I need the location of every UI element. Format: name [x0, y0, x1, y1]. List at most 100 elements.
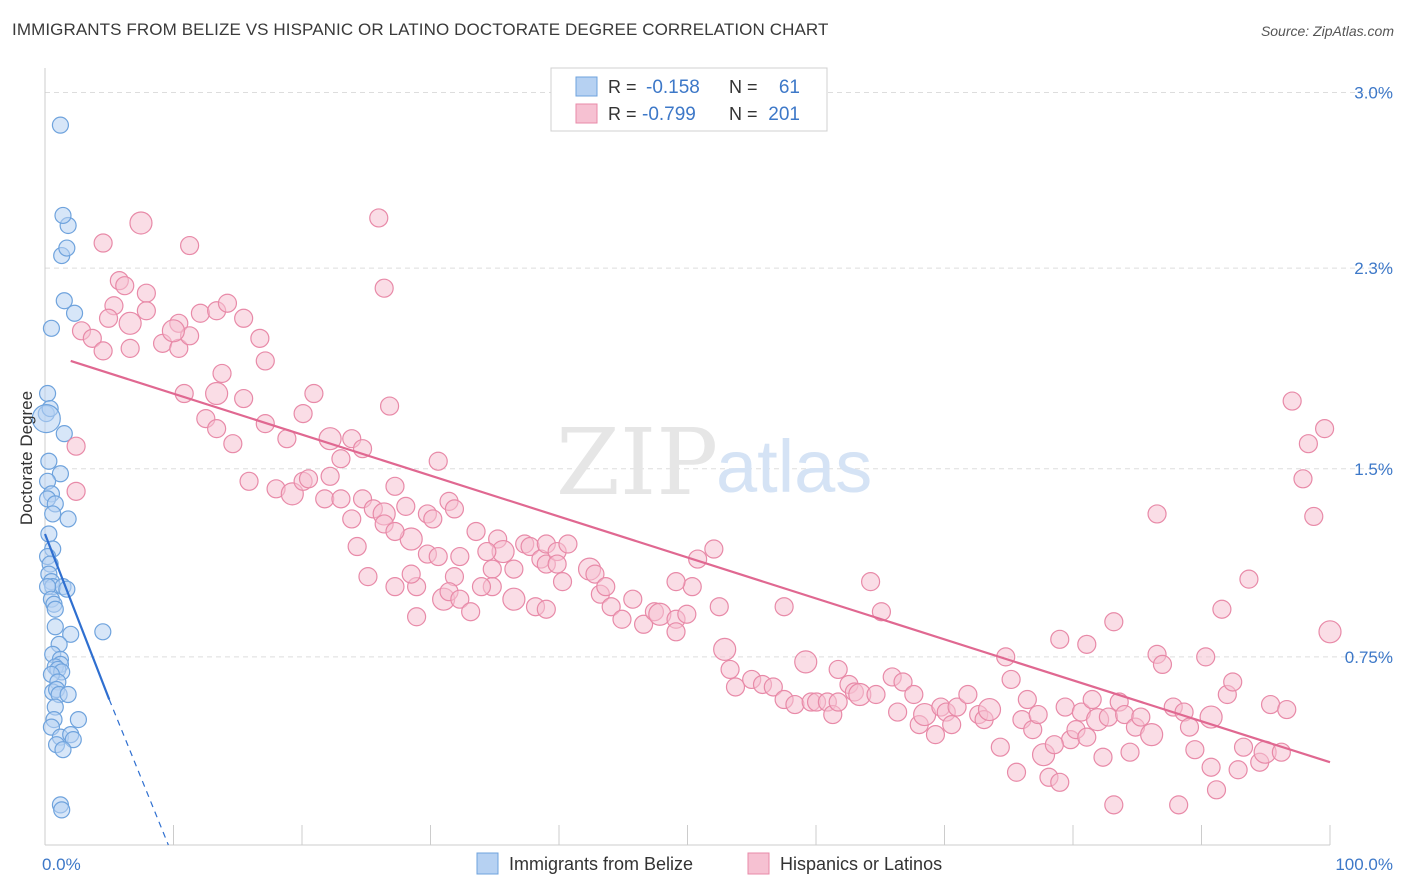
x-tick-labels: 0.0% 100.0%	[42, 855, 1393, 874]
hispanic-point	[217, 293, 238, 313]
hispanic-point	[688, 549, 708, 569]
hispanic-point	[331, 449, 351, 469]
hispanic-point	[136, 301, 156, 321]
hispanic-point	[888, 702, 908, 722]
hispanic-point	[1044, 735, 1064, 755]
hispanic-point	[293, 403, 313, 424]
y-tick-label: 3.0%	[1354, 84, 1393, 103]
hispanic-trend-line	[70, 359, 1331, 764]
belize-point	[51, 116, 70, 134]
hispanic-point	[385, 476, 405, 496]
hispanic-point	[428, 546, 448, 567]
hispanic-point	[444, 499, 465, 519]
hispanic-point	[118, 311, 142, 335]
hispanic-point	[93, 233, 113, 253]
legend-n-value: 61	[779, 77, 800, 98]
hispanic-point	[161, 319, 185, 343]
belize-point	[53, 801, 71, 819]
bottom-legend-label: Immigrants from Belize	[509, 854, 693, 874]
hispanic-point	[1228, 760, 1248, 780]
hispanic-point	[704, 539, 724, 559]
hispanic-point	[1318, 620, 1342, 644]
hispanic-point	[450, 589, 470, 609]
hispanic-point	[407, 607, 427, 627]
legend-r-value: -0.799	[642, 104, 696, 125]
hispanic-point	[298, 469, 319, 489]
hispanic-point	[860, 572, 881, 592]
grid-lines	[45, 92, 1392, 658]
hispanic-point	[234, 308, 254, 328]
hispanic-point	[1223, 672, 1243, 692]
legend-r-label: R =	[608, 77, 637, 97]
x-tick-label: 100.0%	[1335, 855, 1393, 874]
legend-n-label: N =	[729, 77, 758, 97]
hispanic-point	[1147, 504, 1167, 524]
legend: R = -0.158 N = 61 R = -0.799 N = 201	[550, 67, 828, 132]
hispanic-point	[1314, 419, 1335, 439]
legend-r-label: R =	[608, 104, 637, 124]
hispanic-point	[828, 659, 848, 680]
chart-title: IMMIGRANTS FROM BELIZE VS HISPANIC OR LA…	[12, 20, 829, 39]
hispanic-point	[1131, 707, 1151, 727]
hispanic-point	[255, 351, 275, 371]
legend-r-value: -0.158	[646, 77, 700, 98]
hispanic-point	[1206, 780, 1227, 800]
hispanic-point	[866, 684, 886, 705]
hispanic-point	[379, 396, 400, 416]
hispanic-point	[347, 536, 367, 557]
hispanic-point	[93, 341, 113, 361]
legend-swatch-blue	[575, 76, 598, 97]
hispanic-point	[423, 509, 443, 529]
hispanic-point	[1185, 740, 1205, 760]
hispanic-point	[623, 589, 643, 609]
belize-point	[54, 741, 72, 759]
hispanic-point	[677, 604, 697, 624]
hispanic-point	[1093, 747, 1113, 767]
hispanic-point	[369, 208, 389, 228]
hispanic-point	[502, 587, 526, 611]
hispanic-point	[82, 328, 102, 348]
hispanic-point	[1055, 697, 1075, 717]
hispanic-point	[682, 577, 702, 597]
trend-lines	[43, 359, 1331, 846]
hispanic-point	[536, 599, 556, 619]
hispanic-point	[552, 572, 573, 592]
hispanic-point	[1104, 795, 1124, 815]
hispanic-point	[585, 564, 605, 584]
hispanic-point	[120, 338, 140, 358]
hispanic-point	[596, 577, 616, 597]
hispanic-point	[315, 489, 335, 509]
hispanic-point	[1104, 612, 1124, 632]
source-label: Source: ZipAtlas.com	[1260, 23, 1394, 39]
hispanic-point	[958, 684, 978, 705]
data-points	[31, 116, 1342, 819]
hispanic-point	[223, 434, 243, 454]
belize-point	[40, 452, 58, 470]
hispanic-point	[666, 572, 686, 592]
belize-point	[44, 505, 62, 523]
hispanic-point	[205, 381, 229, 406]
bottom-legend-label: Hispanics or Latinos	[780, 854, 942, 874]
belize-point	[31, 404, 61, 434]
belize-trend-line	[43, 533, 111, 700]
hispanic-point	[385, 577, 405, 597]
hispanic-point	[396, 496, 416, 516]
hispanic-point	[925, 725, 946, 745]
hispanic-point	[634, 614, 654, 634]
hispanic-point	[558, 534, 578, 554]
belize-point	[65, 304, 84, 322]
hispanic-point	[1212, 599, 1232, 619]
bottom-legend-swatch-blue	[476, 852, 499, 875]
watermark-zip: ZIP	[556, 409, 718, 516]
belize-point	[59, 685, 77, 704]
hispanic-point	[374, 278, 394, 298]
hispanic-point	[1277, 699, 1297, 720]
hispanic-point	[466, 521, 486, 542]
hispanic-point	[977, 697, 1002, 722]
hispanic-point	[98, 308, 119, 328]
hispanic-point	[428, 451, 448, 471]
hispanic-point	[450, 546, 470, 567]
hispanic-point	[66, 436, 86, 456]
hispanic-point	[1304, 506, 1324, 527]
